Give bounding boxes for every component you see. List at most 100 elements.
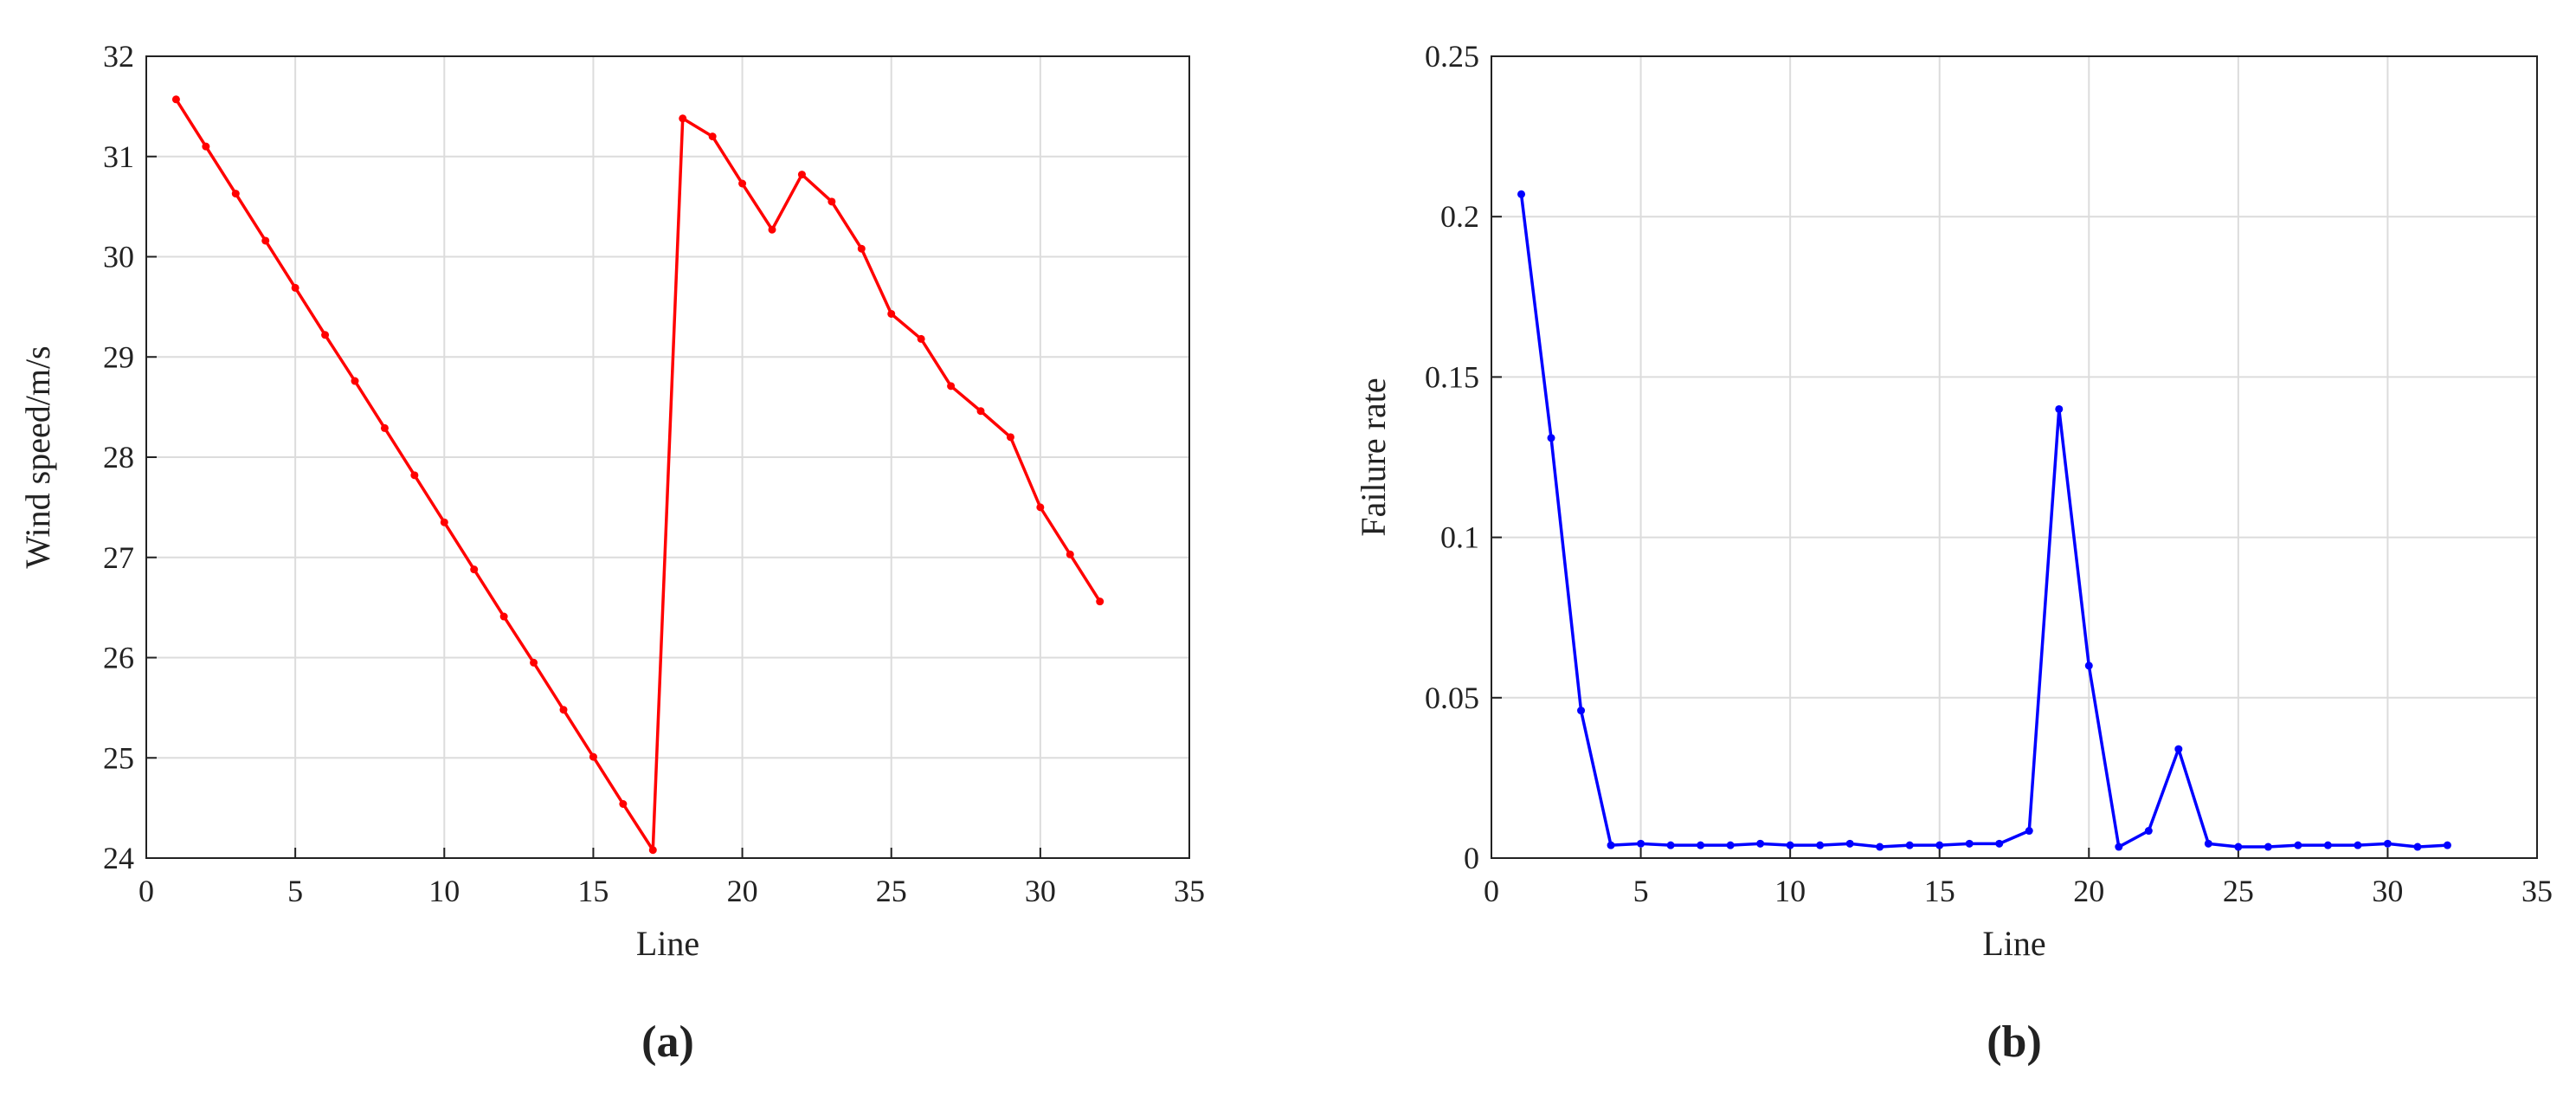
x-tick-label: 20 (2073, 874, 2104, 908)
x-tick-label: 35 (1174, 874, 1205, 908)
plot-frame (145, 55, 1190, 859)
data-point (470, 565, 479, 574)
data-point (2264, 843, 2272, 851)
data-point (947, 382, 956, 391)
data-point (887, 309, 896, 318)
data-point (1637, 839, 1645, 848)
x-axis-label: Line (1982, 924, 2045, 963)
y-tick-label: 0.05 (1425, 681, 1479, 715)
x-tick-label: 25 (876, 874, 907, 908)
data-point (1876, 843, 1884, 851)
data-point (976, 407, 985, 416)
y-tick-label: 0.2 (1440, 199, 1479, 234)
panel: 0 5 10 15 20 25 30 35 24 25 26 27 28 29 30 31 32 Line Wind… (18, 39, 1205, 1067)
data-point (768, 225, 776, 234)
data-point (1666, 841, 1675, 849)
data-point (2144, 827, 2153, 836)
panel-caption: (a) (641, 1017, 694, 1067)
y-tick-label: 0.25 (1425, 39, 1479, 74)
x-tick-label: 20 (727, 874, 758, 908)
data-point (1006, 433, 1014, 442)
data-point (1816, 841, 1825, 849)
data-point (2323, 841, 2332, 849)
data-point (738, 179, 747, 188)
y-tick-label: 27 (103, 540, 134, 575)
data-point (2354, 841, 2362, 849)
data-point (559, 706, 568, 714)
x-tick-label: 15 (1924, 874, 1955, 908)
x-tick-label: 0 (138, 874, 154, 908)
data-point (2383, 839, 2392, 848)
data-point (1066, 550, 1074, 558)
data-point (351, 377, 359, 385)
data-point (589, 752, 597, 761)
y-tick-label: 0.1 (1440, 520, 1479, 555)
data-point (1517, 190, 1526, 198)
data-point (380, 423, 389, 432)
data-point (917, 334, 925, 343)
data-point (1577, 707, 1586, 715)
data-point (648, 846, 657, 855)
data-point (1845, 839, 1854, 848)
data-point (2294, 841, 2302, 849)
data-point (1096, 597, 1104, 606)
panel-caption: (b) (1987, 1017, 2042, 1067)
x-tick-label: 15 (577, 874, 609, 908)
x-tick-label: 10 (1774, 874, 1806, 908)
y-tick-label: 29 (103, 339, 134, 374)
data-point (2413, 843, 2422, 851)
data-point (797, 171, 806, 179)
y-tick-label: 0.15 (1425, 359, 1479, 394)
y-tick-label: 31 (103, 139, 134, 174)
x-tick-label: 25 (2223, 874, 2254, 908)
data-point (1697, 841, 1705, 849)
data-point (261, 236, 270, 245)
data-point (1905, 841, 1914, 849)
data-point (857, 244, 866, 253)
data-point (1607, 841, 1615, 849)
data-point (619, 799, 628, 808)
y-tick-label: 30 (103, 240, 134, 274)
y-axis-label: Wind speed/m/s (18, 345, 57, 568)
x-tick-label: 30 (2372, 874, 2403, 908)
data-point (1726, 841, 1735, 849)
data-point (440, 518, 448, 526)
x-tick-label: 5 (1633, 874, 1649, 908)
y-tick-label: 25 (103, 740, 134, 775)
data-point (1935, 841, 1944, 849)
y-tick-label: 0 (1464, 841, 1479, 875)
data-point (171, 95, 180, 104)
y-axis-label: Failure rate (1354, 378, 1393, 536)
x-tick-label: 0 (1484, 874, 1499, 908)
y-tick-label: 26 (103, 641, 134, 675)
x-tick-label: 10 (428, 874, 460, 908)
data-point (2084, 662, 2093, 670)
data-point (231, 190, 240, 198)
data-point (2115, 843, 2123, 851)
data-point (410, 471, 419, 480)
y-tick-label: 28 (103, 440, 134, 475)
data-point (708, 132, 717, 141)
x-tick-label: 30 (1025, 874, 1056, 908)
y-tick-label: 24 (103, 841, 134, 875)
data-point (499, 612, 508, 621)
data-line (1519, 194, 2448, 849)
data-point (291, 283, 299, 292)
x-tick-label: 5 (287, 874, 303, 908)
data-point (1036, 503, 1045, 512)
data-point (321, 331, 330, 339)
data-point (2204, 839, 2212, 848)
data-point (1786, 841, 1794, 849)
panel: 0 5 10 15 20 25 30 35 0 0.05 0.1 0.15 0.2 0.25 Line Fai… (1354, 39, 2553, 1067)
x-tick-label: 35 (2521, 874, 2553, 908)
plot-frame (1491, 55, 2538, 859)
data-point (2174, 745, 2183, 753)
y-tick-label: 32 (103, 39, 134, 74)
data-point (1547, 434, 1555, 442)
data-line (174, 98, 1102, 852)
data-point (2055, 404, 2064, 413)
data-point (202, 142, 210, 151)
data-point (1756, 839, 1765, 848)
